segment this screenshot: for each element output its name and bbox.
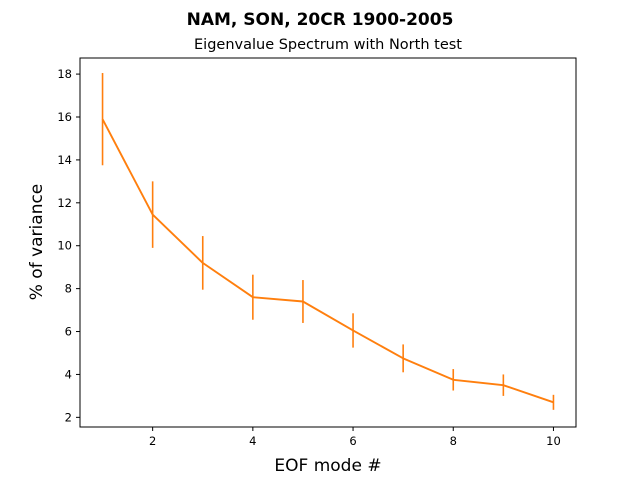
y-axis: 2 4 6 8 10 12 14 16 18 [57, 67, 80, 424]
y-tick-label: 2 [65, 410, 72, 424]
y-tick-label: 12 [57, 196, 72, 210]
x-tick-label: 4 [249, 434, 256, 448]
y-tick-label: 8 [65, 282, 72, 296]
chart-title: NAM, SON, 20CR 1900-2005 [187, 10, 454, 30]
y-tick-label: 18 [57, 67, 72, 81]
x-axis: 2 4 6 8 10 [149, 427, 561, 448]
chart-subtitle: Eigenvalue Spectrum with North test [194, 37, 462, 53]
y-axis-label: % of variance [27, 184, 47, 301]
plot-frame [79, 57, 577, 428]
y-tick-label: 10 [57, 239, 72, 253]
x-tick-label: 8 [450, 434, 457, 448]
x-axis-label: EOF mode # [274, 456, 381, 476]
y-tick-label: 4 [65, 367, 72, 381]
x-tick-label: 2 [149, 434, 156, 448]
y-tick-label: 6 [65, 325, 72, 339]
series-line [101, 118, 554, 404]
y-tick-label: 14 [57, 153, 72, 167]
x-tick-label: 6 [349, 434, 356, 448]
y-tick-label: 16 [57, 110, 72, 124]
x-tick-label: 10 [546, 434, 561, 448]
plot-area [101, 73, 555, 410]
